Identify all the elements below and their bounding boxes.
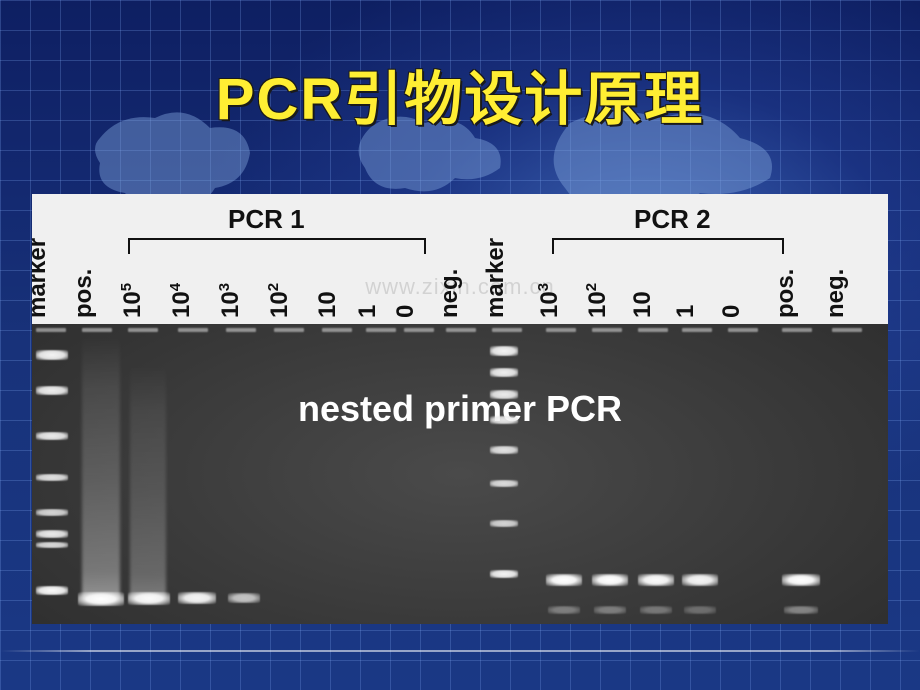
gel-band: [638, 574, 674, 586]
ladder-band: [490, 368, 518, 377]
smear: [130, 364, 166, 598]
gel-band: [782, 574, 820, 586]
lane-label: 1: [672, 305, 700, 318]
lane-label: 104: [167, 283, 196, 318]
lane-label: pos.: [70, 269, 98, 318]
gel-band: [546, 574, 582, 586]
well: [782, 328, 812, 332]
ladder-band: [490, 346, 518, 356]
well: [128, 328, 158, 332]
gel-band: [684, 606, 716, 614]
ladder-band: [490, 416, 518, 424]
ladder-band: [490, 390, 518, 399]
ladder-band: [36, 542, 68, 548]
ladder-band: [490, 520, 518, 527]
lane-label: 10: [629, 291, 657, 318]
gel-header: PCR 1 PCR 2 www.zixin.com.cn markerpos.1…: [32, 194, 888, 324]
lane-label: 103: [535, 283, 564, 318]
well: [404, 328, 434, 332]
ladder-band: [36, 586, 68, 595]
gel-band: [682, 574, 718, 586]
well: [592, 328, 622, 332]
well: [36, 328, 66, 332]
footer-line: [0, 650, 920, 652]
ladder-band: [36, 386, 68, 395]
pcr1-bracket: [128, 238, 426, 254]
well: [546, 328, 576, 332]
well: [728, 328, 758, 332]
well: [492, 328, 522, 332]
pcr2-bracket: [552, 238, 784, 254]
lane-label: 0: [392, 305, 420, 318]
ladder-band: [36, 530, 68, 538]
lane-label: marker: [32, 238, 52, 318]
gel-band: [784, 606, 818, 614]
lane-label: 102: [265, 283, 294, 318]
ladder-band: [36, 350, 68, 360]
lane-label: 105: [118, 283, 147, 318]
gel-band: [128, 592, 170, 605]
pcr2-label: PCR 2: [634, 204, 711, 235]
gel-band: [178, 592, 216, 604]
ladder-band: [490, 446, 518, 454]
well: [832, 328, 862, 332]
gel-body: nested primer PCR: [32, 324, 888, 624]
ladder-band: [490, 570, 518, 578]
gel-band: [548, 606, 580, 614]
gel-band: [640, 606, 672, 614]
lane-label: 102: [583, 283, 612, 318]
slide-title: PCR引物设计原理: [0, 52, 920, 136]
well: [82, 328, 112, 332]
ladder-band: [36, 432, 68, 440]
lane-label: marker: [482, 238, 510, 318]
well: [682, 328, 712, 332]
well: [366, 328, 396, 332]
well: [446, 328, 476, 332]
lane-label: 10: [314, 291, 342, 318]
smear: [82, 336, 120, 598]
gel-band: [594, 606, 626, 614]
lane-label: pos.: [772, 269, 800, 318]
well: [638, 328, 668, 332]
lane-label: neg.: [822, 269, 850, 318]
pcr1-label: PCR 1: [228, 204, 305, 235]
well: [274, 328, 304, 332]
lane-label: neg.: [436, 269, 464, 318]
lane-label: 103: [216, 283, 245, 318]
well: [322, 328, 352, 332]
well: [178, 328, 208, 332]
lane-label: 0: [718, 305, 746, 318]
gel-image: PCR 1 PCR 2 www.zixin.com.cn markerpos.1…: [32, 194, 888, 624]
well: [226, 328, 256, 332]
gel-band: [78, 592, 124, 606]
ladder-band: [36, 474, 68, 481]
ladder-band: [36, 509, 68, 516]
lane-label: 1: [354, 305, 382, 318]
gel-band: [228, 593, 260, 603]
gel-band: [592, 574, 628, 586]
ladder-band: [490, 480, 518, 487]
